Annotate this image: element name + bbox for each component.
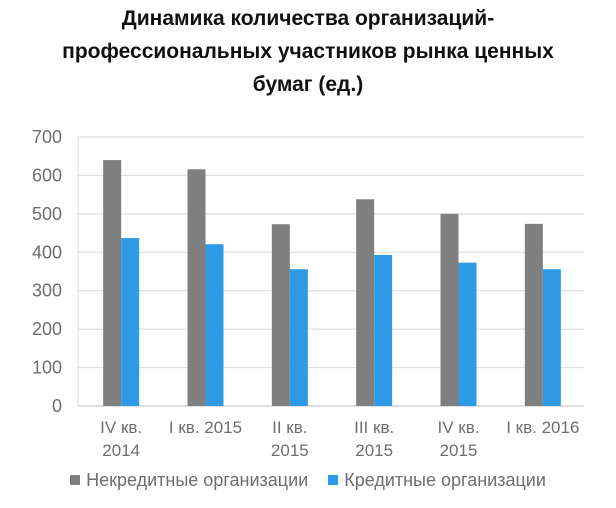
legend-item-credit: Кредитные организации [328, 470, 546, 491]
y-tick-label: 200 [32, 319, 62, 339]
chart-title-line-1: Динамика количества организаций- [121, 7, 495, 30]
x-tick-label: 2015 [355, 441, 393, 460]
legend-item-noncredit: Некредитные организации [70, 470, 308, 491]
y-tick-label: 0 [52, 396, 62, 416]
bar-noncredit-5 [524, 223, 543, 406]
x-tick-label: IV кв. [438, 418, 480, 437]
y-tick-label: 600 [32, 165, 62, 185]
y-tick-label: 400 [32, 242, 62, 262]
chart-title-line-3: бумаг (ед.) [252, 73, 364, 96]
bar-noncredit-0 [103, 160, 122, 406]
bar-noncredit-4 [440, 213, 459, 406]
x-tick-label: II кв. [272, 418, 307, 437]
bar-noncredit-2 [271, 224, 290, 406]
y-tick-label: 300 [32, 281, 62, 301]
x-tick-label: 2015 [440, 441, 478, 460]
bar-noncredit-3 [356, 199, 375, 406]
x-tick-label: IV кв. [100, 418, 142, 437]
y-tick-label: 100 [32, 358, 62, 378]
y-tick-label: 700 [32, 127, 62, 147]
bar-credit-2 [289, 269, 308, 406]
bar-credit-4 [458, 262, 477, 406]
bar-credit-5 [542, 269, 561, 406]
x-tick-label: III кв. [354, 418, 394, 437]
bar-credit-3 [374, 254, 393, 406]
x-tick-label: 2015 [271, 441, 309, 460]
bar-noncredit-1 [187, 169, 206, 406]
legend-swatch-credit [328, 475, 339, 485]
chart-title: Динамика количества организаций- професс… [0, 2, 616, 101]
y-tick-label: 500 [32, 204, 62, 224]
bar-credit-0 [121, 238, 140, 406]
legend-label-credit: Кредитные организации [344, 469, 546, 490]
chart-title-line-2: профессиональных участников рынка ценных [62, 40, 554, 63]
legend-swatch-noncredit [70, 475, 81, 485]
legend-label-noncredit: Некредитные организации [86, 469, 309, 490]
bar-credit-1 [205, 244, 224, 406]
chart-legend: Некредитные организации Кредитные органи… [0, 466, 616, 494]
x-tick-label: 2014 [102, 441, 140, 460]
x-tick-label: I кв. 2016 [506, 418, 579, 437]
x-tick-label: I кв. 2015 [169, 418, 242, 437]
